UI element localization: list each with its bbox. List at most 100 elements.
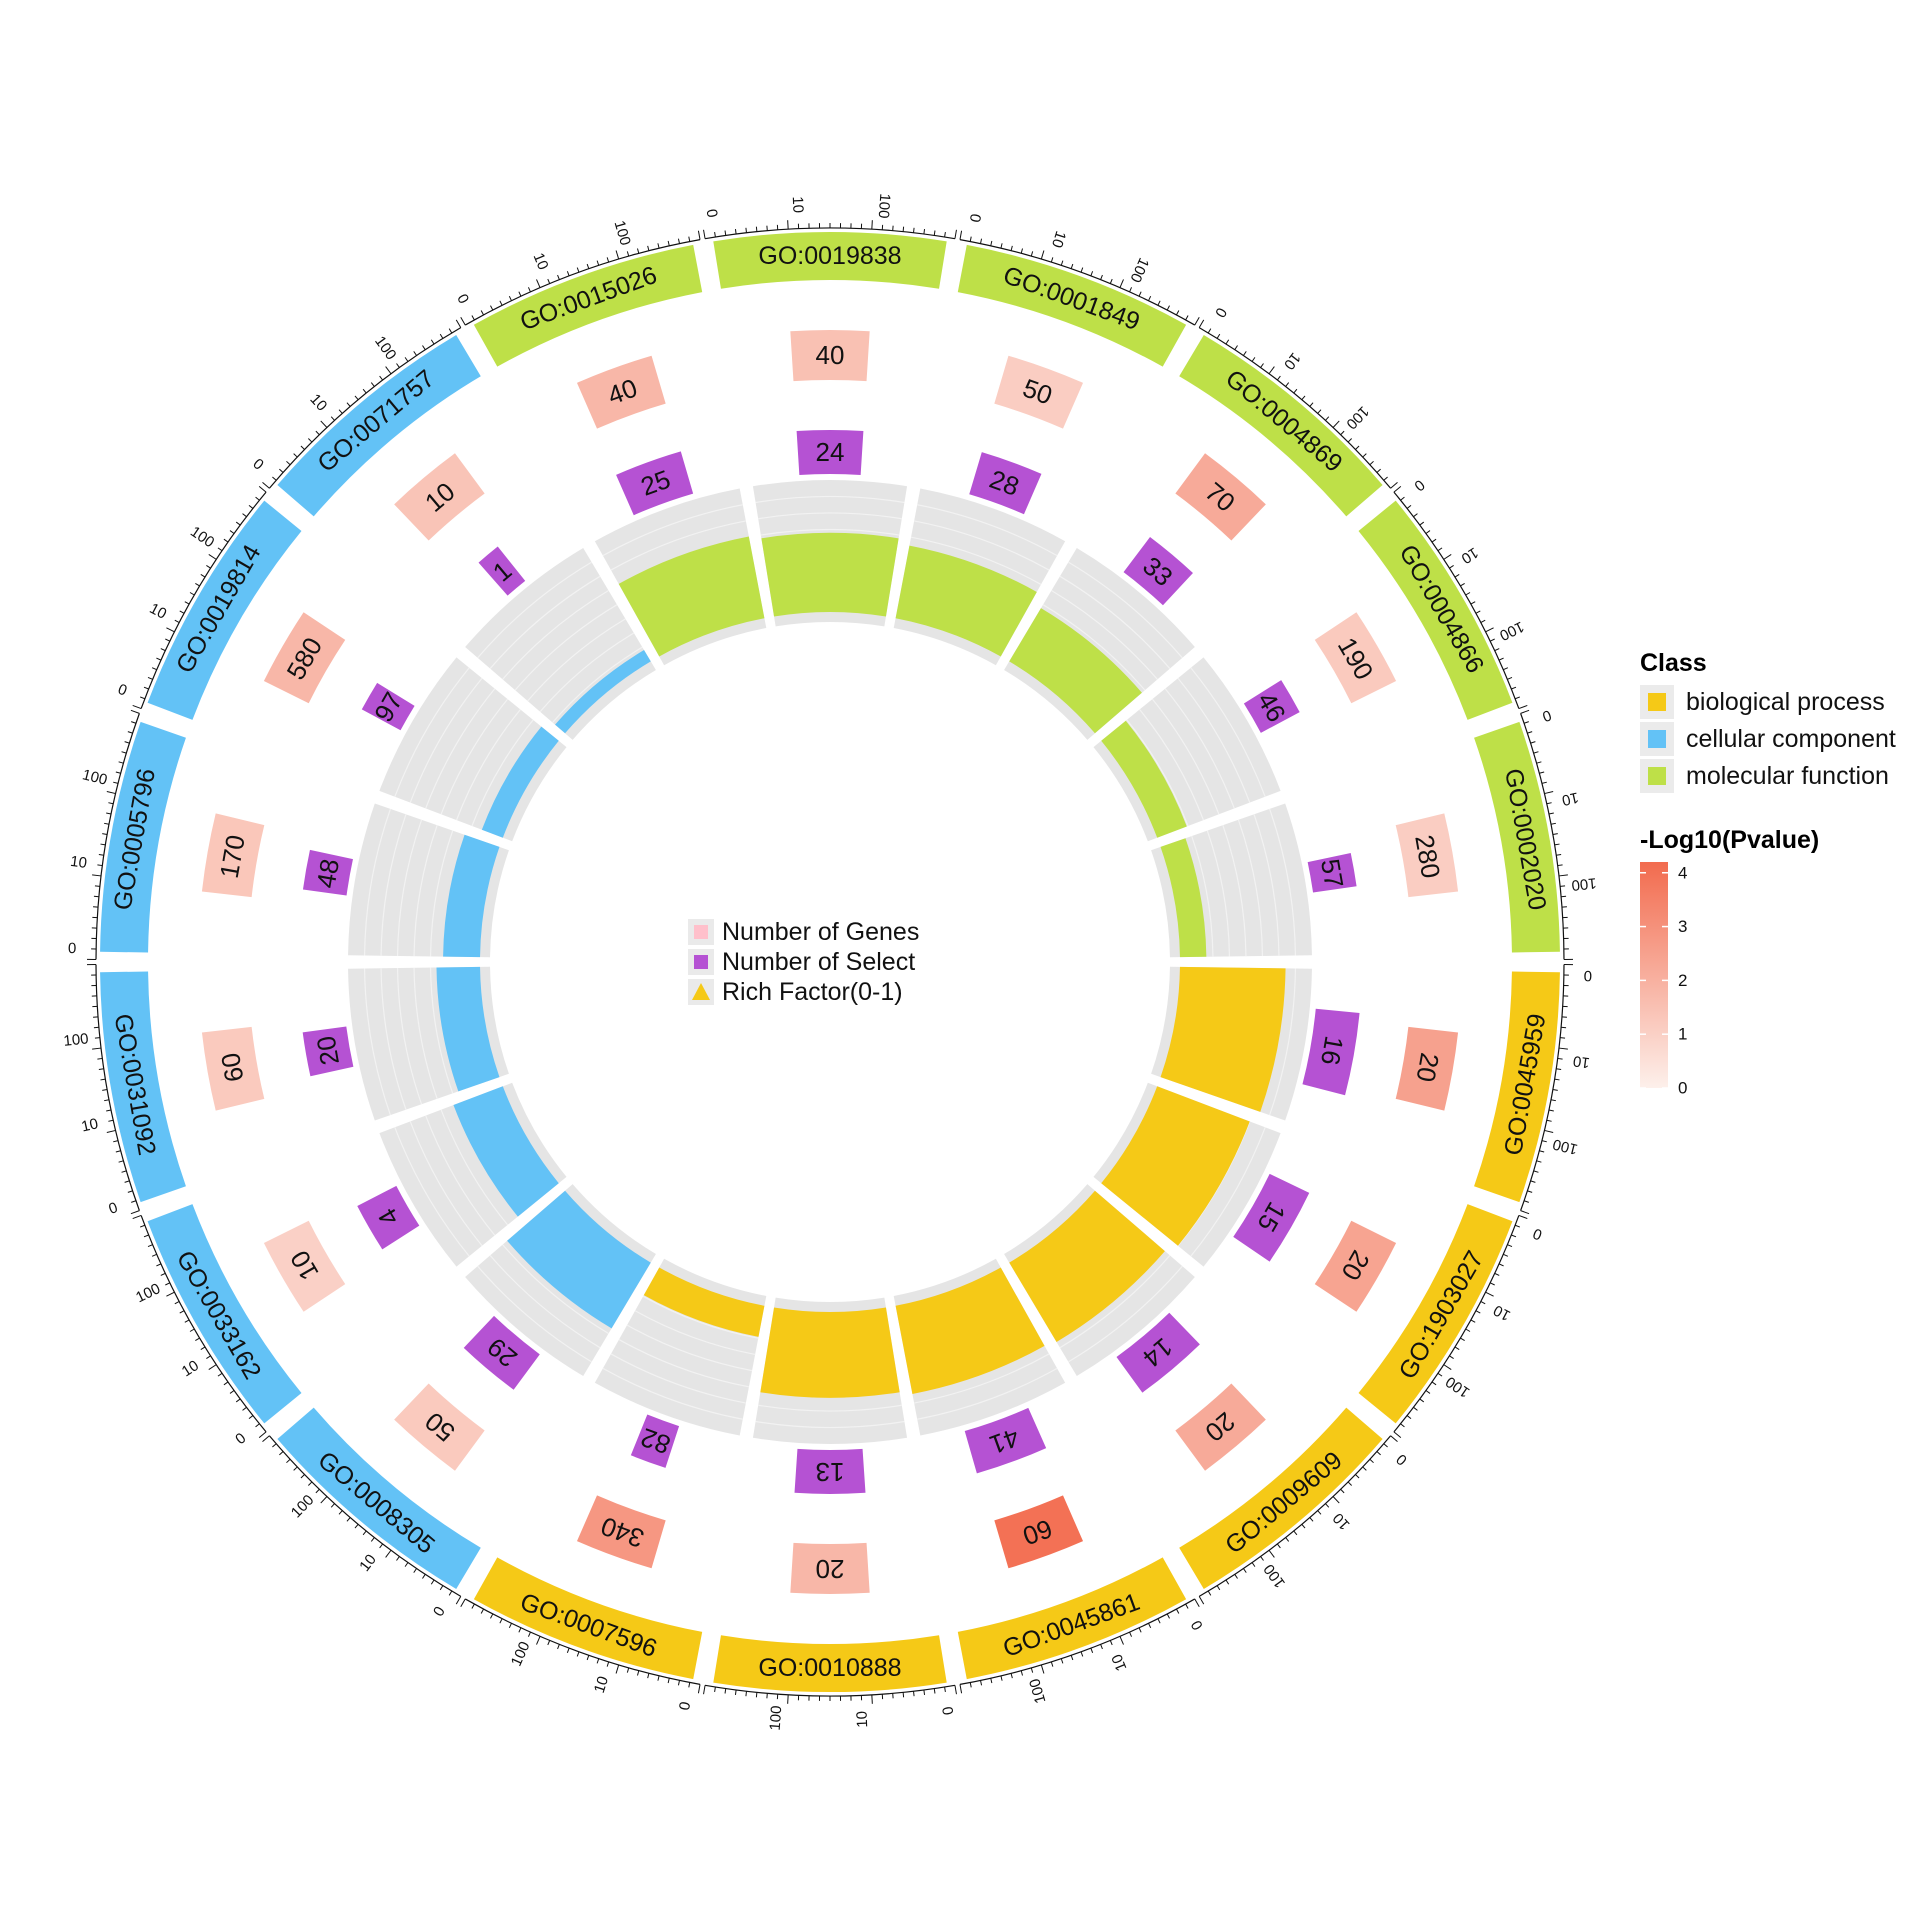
scale-tick [1432, 1382, 1436, 1385]
scale-tick [924, 229, 925, 234]
scale-tick [294, 454, 298, 457]
scale-tick [537, 279, 541, 287]
scale-tick [1391, 1436, 1398, 1442]
scale-tick [481, 1609, 483, 1613]
class-legend-label: molecular function [1686, 762, 1889, 790]
scale-tick [1549, 813, 1554, 814]
scale-tick [414, 1568, 417, 1572]
scale-tick-label: 100 [611, 219, 634, 248]
scale-tick [1556, 854, 1561, 855]
scale-tick [1001, 1676, 1002, 1681]
scale-tick [1486, 1292, 1494, 1296]
scale-tick [371, 1537, 374, 1541]
scale-tick [380, 1544, 383, 1548]
scale-tick [1438, 1373, 1442, 1376]
scale-tick [872, 1695, 873, 1704]
scale-tick [1551, 1100, 1556, 1101]
scale-tick [1302, 396, 1305, 400]
scale-tick-label: 0 [232, 1430, 249, 1448]
scale-tick [1199, 1596, 1204, 1604]
scale-tick-label: 0 [453, 291, 472, 307]
scale-tick [102, 834, 107, 835]
scale-tick [1531, 1181, 1536, 1182]
scale-tick [1460, 583, 1464, 586]
scale-tick-label: 100 [288, 1492, 318, 1522]
scale-tick [1420, 522, 1424, 525]
scale-tick [1547, 1120, 1552, 1121]
class-legend-swatch [1648, 730, 1666, 748]
scale-tick-label: 10 [306, 391, 330, 415]
genes-count-label: 60 [215, 1051, 250, 1085]
scale-tick [1524, 722, 1529, 724]
scale-tick [1071, 1655, 1073, 1660]
select-count-label: 16 [1315, 1034, 1350, 1068]
scale-tick [128, 732, 133, 734]
scale-tick [746, 228, 747, 233]
scale-tick [218, 548, 222, 551]
scale-tick-label: 100 [1026, 1677, 1049, 1706]
go-term-label: GO:0010888 [758, 1654, 901, 1682]
scale-tick [1449, 1356, 1453, 1359]
scale-tick [102, 1089, 107, 1090]
class-legend-title: Class [1640, 649, 1707, 677]
scale-tick [500, 301, 502, 305]
scale-tick [970, 237, 971, 242]
scale-tick-label: 0 [703, 208, 721, 219]
scale-tick-label: 100 [508, 1639, 534, 1669]
scale-tick [1310, 403, 1313, 407]
pvalue-tick-label: 3 [1678, 917, 1687, 936]
scale-tick [1426, 1390, 1430, 1393]
scale-tick [1355, 446, 1359, 449]
scale-tick [1553, 834, 1558, 835]
scale-tick-label: 100 [63, 1030, 90, 1049]
scale-tick [1001, 243, 1002, 248]
scale-tick [180, 611, 184, 613]
class-legend-swatch [1648, 693, 1666, 711]
scale-tick [156, 1264, 161, 1266]
scale-tick-label: 100 [1343, 403, 1373, 433]
scale-tick [970, 1682, 971, 1687]
scale-tick [431, 340, 434, 344]
scale-tick [1252, 357, 1255, 361]
scale-tick [1370, 1459, 1374, 1462]
scale-tick [1507, 677, 1512, 679]
scale-tick [131, 1201, 136, 1203]
pvalue-tick-label: 2 [1678, 971, 1687, 990]
scale-tick [960, 231, 962, 240]
scale-tick [97, 865, 102, 866]
scale-tick [1130, 1632, 1132, 1637]
genes-count-label: 40 [816, 340, 845, 370]
scale-tick [1407, 505, 1411, 508]
scale-tick [243, 514, 247, 517]
scale-tick [125, 742, 130, 743]
scale-tick [165, 1283, 169, 1285]
scale-tick [587, 1655, 589, 1660]
scale-tick [1261, 364, 1264, 368]
scale-tick [1391, 482, 1398, 488]
class-legend-swatch [1648, 767, 1666, 785]
scale-tick-label: 0 [939, 1705, 957, 1716]
scale-tick [735, 229, 736, 234]
scale-tick [558, 1644, 560, 1649]
scale-tick [262, 1436, 269, 1442]
center-legend-label: Number of Genes [722, 918, 919, 946]
genes-count-label: 20 [816, 1554, 845, 1584]
scale-tick [1186, 316, 1188, 320]
scale-tick-label: 0 [115, 681, 129, 700]
scale-tick-label: 10 [179, 1357, 202, 1380]
scale-tick [1519, 705, 1527, 708]
scale-tick [528, 287, 530, 292]
scale-tick [1081, 1652, 1083, 1657]
scale-tick [456, 320, 461, 328]
scale-tick [616, 250, 619, 259]
scale-tick [1401, 1424, 1405, 1427]
scale-tick [1333, 1496, 1339, 1503]
scale-tick-label: 100 [1551, 1135, 1579, 1158]
scale-tick [1534, 1171, 1539, 1172]
scale-tick [1031, 251, 1032, 256]
scale-tick [180, 1311, 184, 1313]
scale-tick [1455, 1347, 1459, 1350]
scale-tick [156, 658, 161, 660]
